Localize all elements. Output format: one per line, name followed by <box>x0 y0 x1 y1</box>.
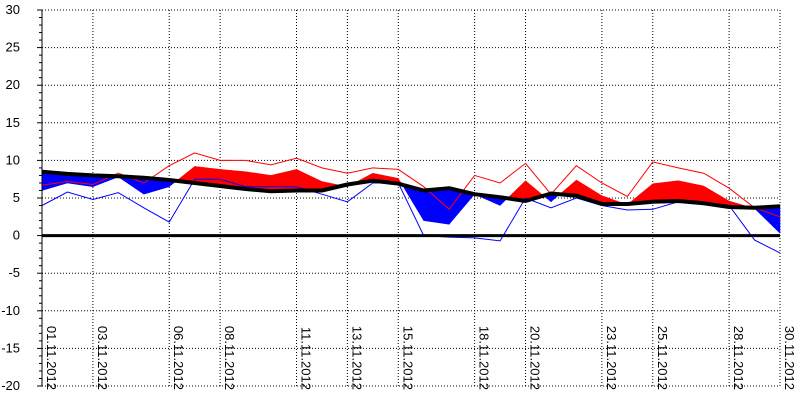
x-tick-label: 06.11.2012 <box>171 326 186 390</box>
below-baseline-fill <box>754 206 781 234</box>
x-tick-label: 11.11.2012 <box>298 327 313 390</box>
series-lines <box>41 152 781 254</box>
x-tick-label: 08.11.2012 <box>222 326 237 390</box>
y-tick-label: -20 <box>1 378 20 393</box>
x-tick-label: 30.11.2012 <box>782 326 797 390</box>
x-tick-label: 18.11.2012 <box>477 326 492 390</box>
y-tick-label: 10 <box>6 152 20 167</box>
y-tick-labels: -20 -15 -10 -5 0 5 10 15 20 25 30 <box>1 2 20 393</box>
x-tick-label: 28.11.2012 <box>731 326 746 390</box>
y-tick-label: 20 <box>6 77 20 92</box>
x-tick-label: 01.11.2012 <box>44 326 59 390</box>
above-baseline-fill <box>270 169 297 192</box>
upper-line <box>41 152 781 218</box>
y-tick-label: 25 <box>6 40 20 55</box>
y-tick-label: 30 <box>6 2 20 17</box>
y-tick-label: 0 <box>13 228 20 243</box>
x-tick-labels: 01.11.2012 03.11.2012 06.11.2012 08.11.2012… <box>44 326 797 390</box>
lower-line <box>41 178 781 254</box>
y-tick-label: 5 <box>13 190 20 205</box>
x-tick-label: 03.11.2012 <box>95 326 110 390</box>
y-tick-label: 15 <box>6 115 20 130</box>
axes <box>37 9 43 387</box>
x-tick-label: 23.11.2012 <box>604 326 619 390</box>
y-tick-label: -5 <box>8 265 20 280</box>
x-tick-label: 15.11.2012 <box>400 326 415 390</box>
x-tick-label: 13.11.2012 <box>349 326 364 390</box>
x-tick-label: 25.11.2012 <box>655 326 670 390</box>
above-baseline-fill <box>652 180 679 203</box>
x-tick-label: 20.11.2012 <box>528 326 543 390</box>
baseline-line <box>41 169 781 210</box>
y-tick-label: -10 <box>1 303 20 318</box>
y-tick-label: -15 <box>1 340 20 355</box>
